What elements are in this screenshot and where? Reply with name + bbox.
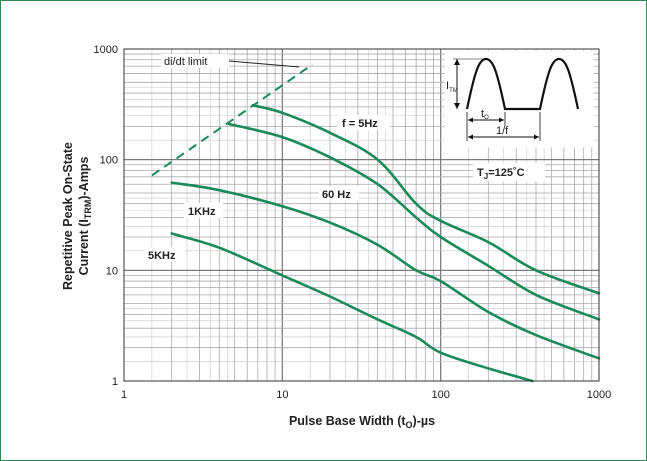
x-tick-label: 1 [121,389,127,401]
inset-itm-text: ITM [446,80,458,94]
y-tick-label: 10 [106,265,118,277]
didt-label-text: di/dt limit [164,56,207,68]
inset-period-text: 1/f [496,125,509,137]
inset-to-text: tO [481,108,489,121]
y-tick-label: 100 [100,155,118,167]
series-line-0 [251,104,601,295]
waveform-inset: ITM tO 1/f [444,50,594,148]
x-axis-title: Pulse Base Width (tO)-µs [289,414,435,430]
label-5hz: f = 5Hz [337,115,390,130]
label-5hz-text: f = 5Hz [342,118,378,130]
y-tick-label: 1000 [94,44,118,56]
series-line-2 [170,181,601,360]
series-line-3 [170,232,534,383]
y-axis-title: Repetitive Peak On-State Current (ITRM)-… [61,142,93,290]
tj-label: TJ=125˚C [473,163,545,181]
didt-limit-line [151,63,314,177]
y-axis-title-line1: Repetitive Peak On-State [61,142,75,290]
didt-leader-line [228,60,300,68]
label-1khz: 1KHz [184,203,223,218]
x-tick-label: 10 [276,389,288,401]
series-lines [151,63,601,383]
label-60hz: 60 Hz [319,186,359,201]
label-5khz: 5KHz [145,247,185,262]
y-axis-title-line2: Current (ITRM)-Amps [77,157,93,276]
series-line-1 [227,122,601,321]
x-tick-label: 100 [431,389,449,401]
x-tick-label: 1000 [587,389,611,401]
y-tick-label: 1 [112,376,118,388]
waveform-path [465,57,580,111]
tick-labels: 1 10 100 1000 1 10 100 1000 [94,44,612,401]
didt-label: di/dt limit [161,54,300,68]
tj-label-text: TJ=125˚C [477,167,525,181]
label-60hz-text: 60 Hz [322,189,351,201]
label-1khz-text: 1KHz [188,206,216,218]
plot-border [123,48,600,382]
label-5khz-text: 5KHz [148,250,176,262]
